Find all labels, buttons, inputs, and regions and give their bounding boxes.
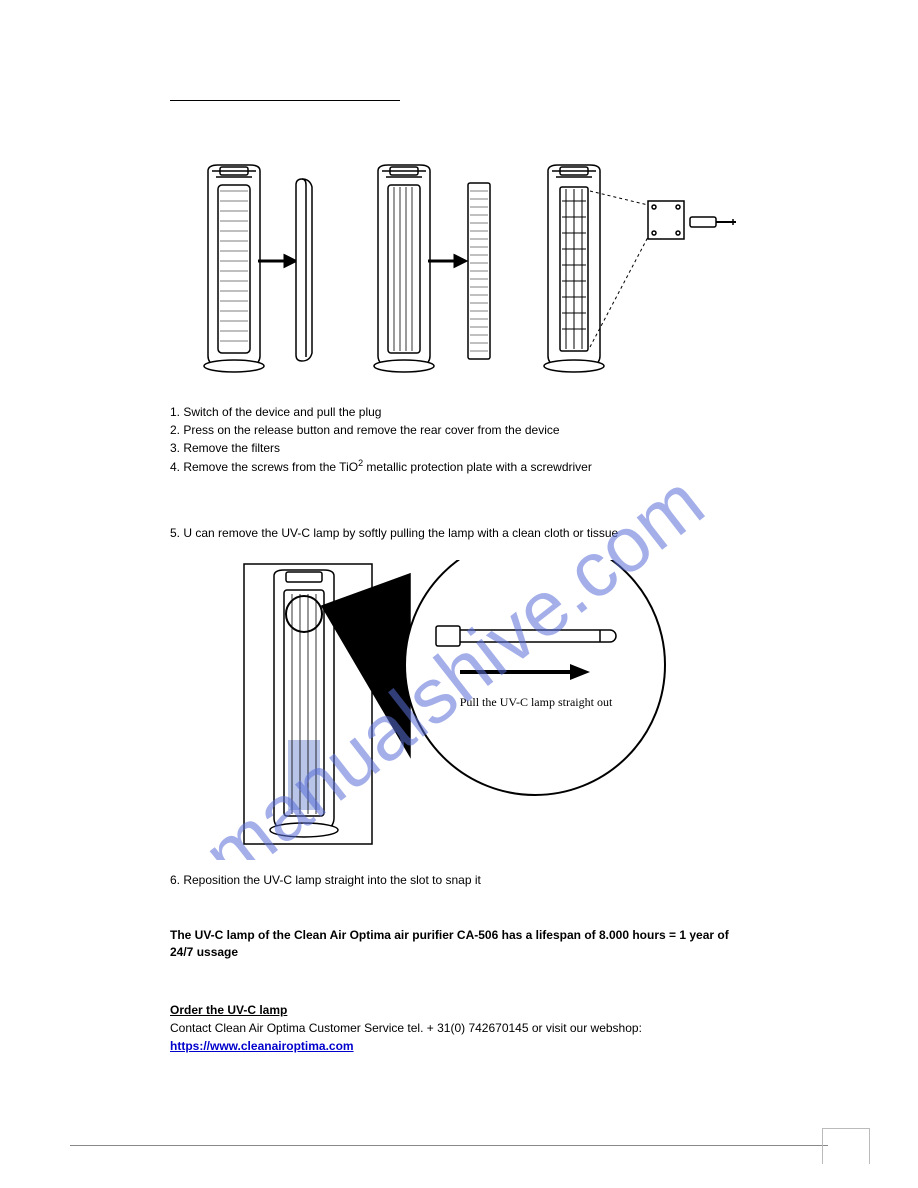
diagram-protection-plate <box>530 161 740 376</box>
lifespan-note: The UV-C lamp of the Clean Air Optima ai… <box>170 927 748 961</box>
disassembly-diagrams <box>190 161 748 376</box>
footer-rule <box>70 1145 828 1146</box>
step-5-block: 5. U can remove the UV-C lamp by softly … <box>170 526 748 540</box>
detail-label: Pull the UV-C lamp straight out <box>460 695 613 709</box>
diagram-rear-cover <box>190 161 340 376</box>
diagram-filter-removal <box>360 161 510 376</box>
step-2: 2. Press on the release button and remov… <box>170 422 748 439</box>
step-6-block: 6. Reposition the UV-C lamp straight int… <box>170 873 748 887</box>
step-6: 6. Reposition the UV-C lamp straight int… <box>170 873 748 887</box>
step-4-post: metallic protection plate with a screwdr… <box>363 460 592 474</box>
order-title: Order the UV-C lamp <box>170 1001 748 1019</box>
step-4: 4. Remove the screws from the TiO2 metal… <box>170 457 748 476</box>
step-5: 5. U can remove the UV-C lamp by softly … <box>170 526 748 540</box>
footer-page-box <box>822 1128 870 1164</box>
webshop-link[interactable]: https://www.cleanairoptima.com <box>170 1039 354 1053</box>
header-rule <box>170 100 400 101</box>
step-3: 3. Remove the filters <box>170 440 748 457</box>
steps-list: 1. Switch of the device and pull the plu… <box>170 404 748 476</box>
order-contact: Contact Clean Air Optima Customer Servic… <box>170 1019 748 1037</box>
order-block: Order the UV-C lamp Contact Clean Air Op… <box>170 1001 748 1055</box>
step-4-pre: 4. Remove the screws from the TiO <box>170 460 358 474</box>
step-1: 1. Switch of the device and pull the plu… <box>170 404 748 421</box>
uv-lamp-detail-diagram: Pull the UV-C lamp straight out <box>240 560 748 853</box>
